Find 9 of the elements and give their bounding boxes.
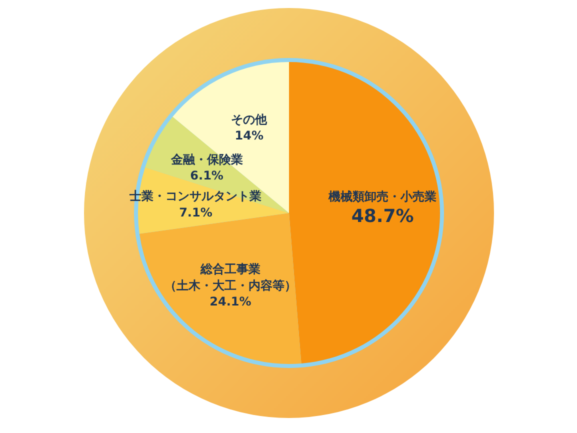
data-label: 6.1%	[190, 168, 224, 182]
slice-label: 金融・保険業	[170, 152, 243, 166]
slice-label: 総合工事業（土木・大工・内容等）	[164, 262, 296, 292]
data-label: 14%	[234, 128, 264, 143]
data-label: 48.7%	[351, 206, 414, 228]
slice-label: その他	[231, 112, 268, 126]
slice-label: 機械類卸売・小売業	[328, 189, 437, 204]
data-label: 24.1%	[210, 294, 252, 309]
data-label: 7.1%	[179, 205, 212, 220]
